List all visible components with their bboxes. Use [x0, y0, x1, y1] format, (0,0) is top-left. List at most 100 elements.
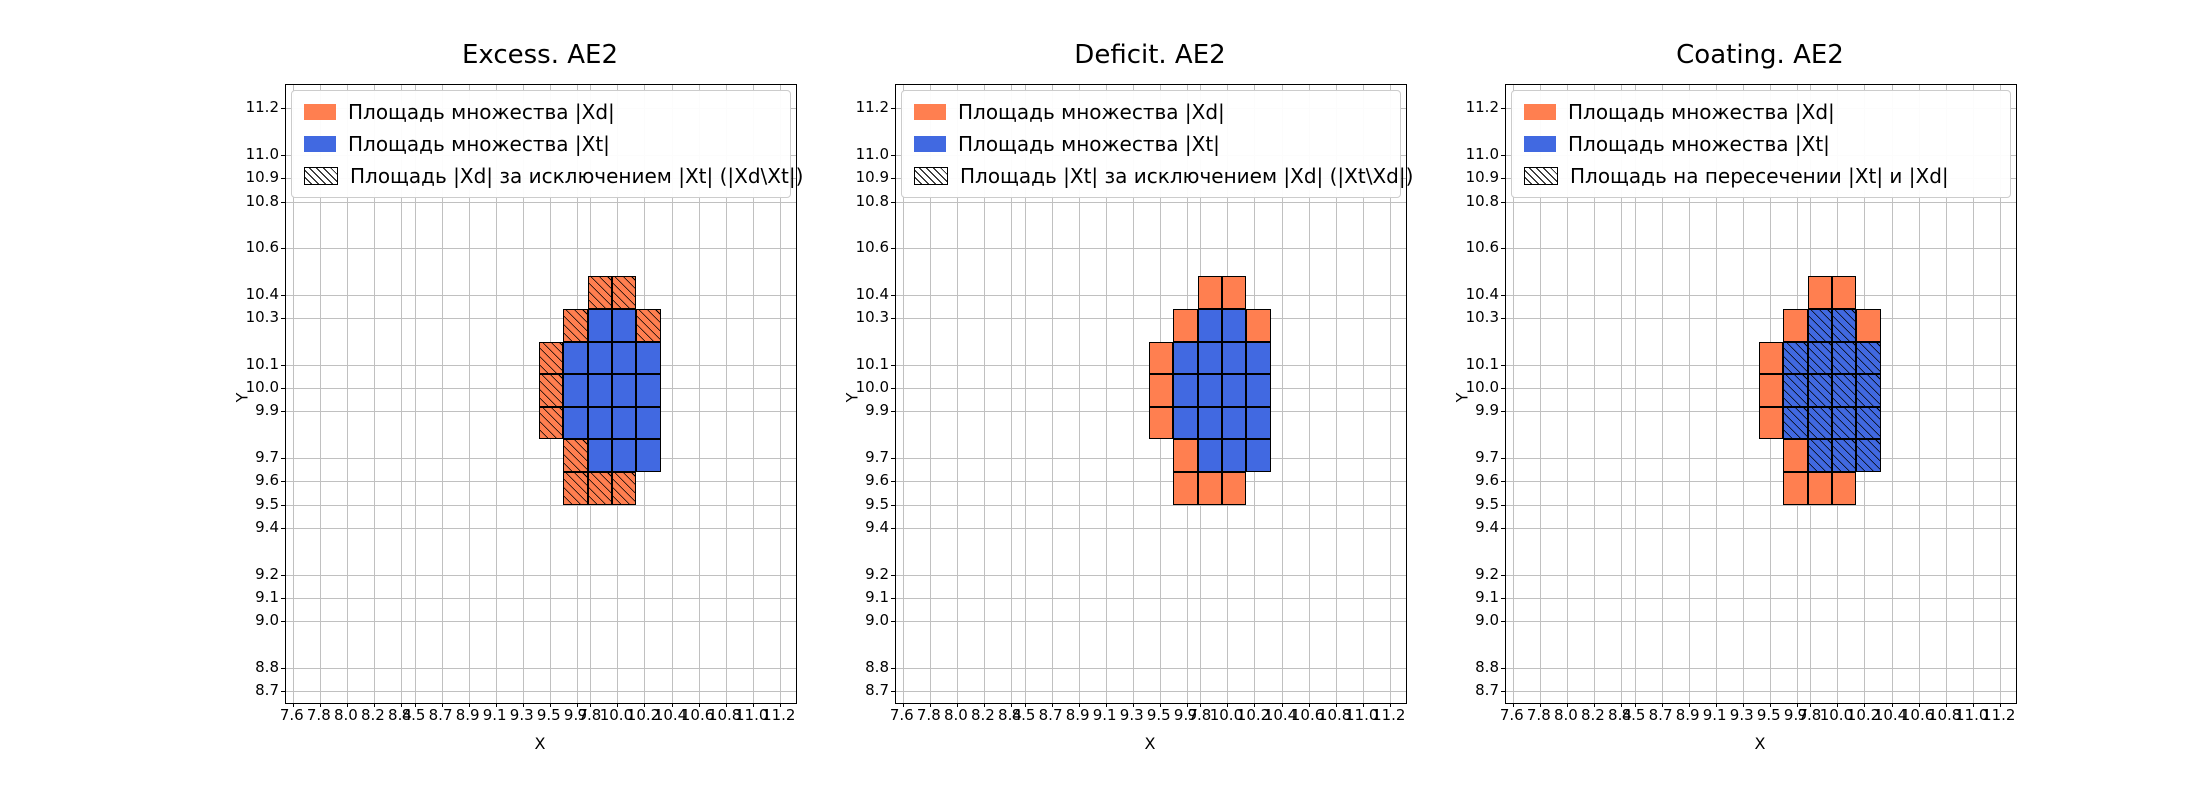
gridline-vertical [752, 85, 754, 703]
mesh-cell-xt [1197, 308, 1222, 342]
x-tick-label: 7.8 [916, 706, 941, 724]
x-tick-label: 7.6 [279, 706, 304, 724]
mesh-cell-xt [1222, 374, 1247, 407]
y-tick-label: 9.6 [865, 471, 889, 490]
subplot-excess: Excess. AE2 Y 8.7 8.8 9.0 9.1 9.2 9.4 9.5 9.6 9.… [232, 40, 810, 780]
legend-patch-hatch [304, 167, 338, 185]
y-tick-mark [281, 388, 285, 390]
x-tick-mark [1742, 703, 1744, 707]
y-tick-label: 9.0 [1475, 611, 1499, 630]
mesh-cell-xt [1807, 374, 1832, 407]
y-tick-mark [891, 621, 895, 623]
mesh-cell-xd [1856, 308, 1881, 342]
gridline-vertical [1593, 85, 1595, 703]
gridline-vertical [1362, 85, 1364, 703]
x-tick-label: 10.8 [707, 706, 742, 724]
x-tick-mark [576, 703, 578, 707]
gridline-horizontal [286, 248, 796, 250]
y-tick-label: 8.8 [1475, 658, 1499, 677]
x-tick-label: 10.6 [680, 706, 715, 724]
gridline-vertical [1742, 85, 1744, 703]
x-tick-label: 7.8 [1526, 706, 1551, 724]
x-tick-label: 10.2 [1236, 706, 1271, 724]
x-tick-label: 9.3 [1729, 706, 1754, 724]
y-tick-label: 10.1 [245, 354, 279, 373]
y-tick-label: 10.9 [245, 168, 279, 187]
mesh-cell-xt [636, 439, 661, 473]
mesh-cell-xt [612, 374, 637, 407]
x-tick-label: 8.2 [1580, 706, 1605, 724]
x-tick-label: 11.2 [1372, 706, 1406, 724]
y-axis-ticks: 8.7 8.8 9.0 9.1 9.2 9.4 9.5 9.6 9.7 9.9 10.0 10.1 10… [235, 40, 279, 780]
y-tick-label: 9.4 [1475, 518, 1499, 537]
x-tick-label: 9.5 [536, 706, 561, 724]
x-tick-mark [1308, 703, 1310, 707]
gridline-vertical [1051, 85, 1053, 703]
x-tick-mark [1362, 703, 1364, 707]
mesh-cell-xd [1148, 406, 1174, 440]
gridline-horizontal [286, 458, 796, 460]
y-tick-label: 9.5 [1475, 494, 1499, 513]
y-tick-mark [891, 201, 895, 203]
y-tick-mark [1501, 691, 1505, 693]
mesh-cell-xt [1783, 341, 1808, 375]
x-tick-mark [590, 703, 592, 707]
legend-label: Площадь на пересечении |Xt| и |Xd| [1570, 164, 1949, 188]
y-tick-mark [281, 528, 285, 530]
legend-entry-xt: Площадь множества |Xt| [914, 131, 1388, 157]
y-tick-mark [1501, 201, 1505, 203]
x-tick-label: 11.2 [1982, 706, 2016, 724]
y-tick-mark [891, 598, 895, 600]
y-tick-label: 9.4 [865, 518, 889, 537]
legend-patch-xd [304, 104, 336, 120]
x-tick-mark [549, 703, 551, 707]
x-tick-label: 8.9 [1065, 706, 1090, 724]
legend-entry-xt: Площадь множества |Xt| [304, 131, 778, 157]
y-tick-mark [891, 248, 895, 250]
mesh-cell-xd [1173, 308, 1198, 342]
x-tick-mark [902, 703, 904, 707]
mesh-cell-xt [587, 308, 612, 342]
y-tick-label: 10.0 [855, 378, 889, 397]
x-tick-mark [1688, 703, 1690, 707]
x-tick-label: 10.8 [1317, 706, 1352, 724]
mesh-cell-xd [587, 472, 612, 505]
y-axis-ticks: 8.7 8.8 9.0 9.1 9.2 9.4 9.5 9.6 9.7 9.9 10.0 10.1 10… [1455, 40, 1499, 780]
y-tick-mark [281, 411, 285, 413]
mesh-cell-xt [1246, 406, 1271, 440]
y-tick-mark [891, 691, 895, 693]
x-tick-label: 8.9 [1675, 706, 1700, 724]
y-tick-label: 11.0 [1465, 144, 1499, 163]
gridline-horizontal [896, 294, 1406, 296]
x-tick-label: 8.4 [388, 706, 412, 724]
y-tick-label: 8.7 [1475, 681, 1499, 700]
x-tick-mark [617, 703, 619, 707]
x-tick-label: 8.0 [333, 706, 358, 724]
y-tick-mark [281, 458, 285, 460]
x-tick-label: 11.2 [762, 706, 796, 724]
gridline-horizontal [896, 248, 1406, 250]
y-tick-label: 9.6 [1475, 471, 1499, 490]
mesh-cell-xd [1246, 308, 1271, 342]
gridline-vertical [1891, 85, 1893, 703]
mesh-cell-xt [1807, 406, 1832, 440]
y-tick-label: 9.1 [865, 588, 889, 607]
gridline-horizontal [1506, 294, 2016, 296]
y-tick-mark [891, 411, 895, 413]
x-tick-mark [1024, 703, 1026, 707]
x-tick-mark [1661, 703, 1663, 707]
y-tick-mark [281, 691, 285, 693]
gridline-vertical [346, 85, 348, 703]
x-tick-mark [1105, 703, 1107, 707]
y-tick-mark [891, 574, 895, 576]
gridline-horizontal [1506, 248, 2016, 250]
y-tick-mark [1501, 528, 1505, 530]
legend-entry-hatch: Площадь на пересечении |Xt| и |Xd| [1524, 163, 1998, 189]
mesh-cell-xd [1173, 439, 1198, 473]
y-tick-mark [891, 528, 895, 530]
x-tick-label: 9.8 [1187, 706, 1212, 724]
y-tick-label: 9.7 [865, 448, 889, 467]
x-tick-mark [752, 703, 754, 707]
x-tick-mark [1051, 703, 1053, 707]
gridline-vertical [292, 85, 294, 703]
